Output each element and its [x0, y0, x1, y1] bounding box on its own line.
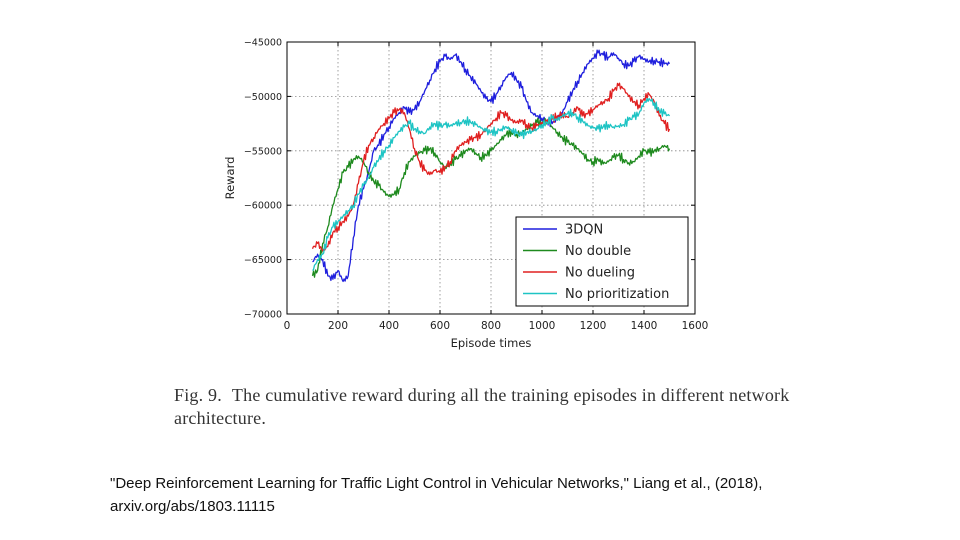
series-line-no-double	[311, 117, 671, 278]
citation-line-2: arxiv.org/abs/1803.11115	[110, 498, 275, 515]
y-axis-label: Reward	[223, 157, 237, 200]
x-tick-label-1: 200	[328, 320, 348, 332]
y-tick-label-3: −60000	[244, 201, 282, 212]
citation-line-1: "Deep Reinforcement Learning for Traffic…	[110, 475, 763, 492]
y-tick-label-4: −65000	[244, 255, 282, 266]
x-tick-label-5: 1000	[529, 320, 556, 332]
x-tick-label-2: 400	[379, 320, 399, 332]
citation: "Deep Reinforcement Learning for Traffic…	[110, 472, 870, 518]
x-tick-label-0: 0	[284, 320, 291, 332]
x-tick-label-3: 600	[430, 320, 450, 332]
y-tick-label-0: −45000	[244, 38, 282, 49]
legend-label-no-prioritization: No prioritization	[565, 287, 669, 302]
legend-label-3dqn: 3DQN	[565, 223, 603, 238]
legend-box	[515, 216, 689, 307]
x-tick-label-6: 1200	[580, 320, 607, 332]
x-tick-label-4: 800	[481, 320, 501, 332]
caption-text: The cumulative reward during all the tra…	[174, 385, 790, 428]
x-tick-label-7: 1400	[631, 320, 658, 332]
x-tick-label-8: 1600	[682, 320, 709, 332]
figure-caption: Fig. 9. The cumulative reward during all …	[174, 384, 794, 430]
legend-label-no-dueling: No dueling	[565, 266, 635, 281]
caption-fig-label: Fig. 9.	[174, 385, 222, 405]
chart-svg: 0 200 400 600 800 1000 1200 1400 1600 −45000 −5000…	[223, 38, 709, 351]
y-tick-label-1: −50000	[244, 92, 282, 103]
x-axis-label: Episode times	[451, 336, 532, 350]
legend-label-no-double: No double	[565, 244, 631, 259]
series-line-no-prioritization	[312, 97, 671, 271]
y-tick-label-2: −55000	[244, 146, 282, 157]
y-tick-label-5: −70000	[244, 310, 282, 321]
series-line-3dqn	[312, 49, 671, 283]
series-line-no-dueling	[311, 82, 671, 252]
chart: 0 200 400 600 800 1000 1200 1400 1600 −45000 −5000…	[223, 38, 709, 351]
